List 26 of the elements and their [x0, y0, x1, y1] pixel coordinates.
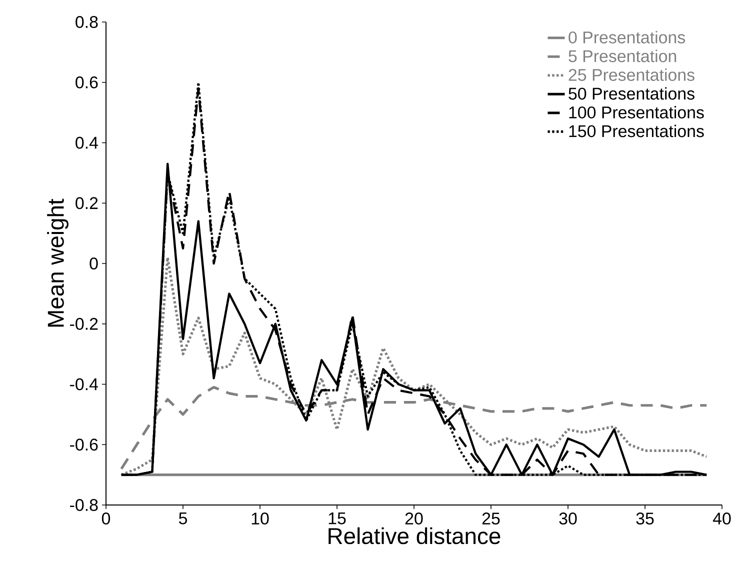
- y-tick-label: -0.2: [70, 318, 98, 330]
- y-tick-label: 0.6: [76, 76, 98, 88]
- x-tick-label: 0: [102, 512, 110, 525]
- x-tick-label: 30: [559, 512, 577, 525]
- x-axis-title: Relative distance: [328, 527, 500, 544]
- x-tick-label: 20: [405, 512, 423, 525]
- y-tick-label: -0.4: [70, 378, 98, 390]
- legend-label: 50 Presentations: [568, 87, 694, 100]
- y-tick-label: 0.8: [76, 16, 98, 28]
- y-tick-label: 0: [90, 258, 98, 270]
- legend-label: 100 Presentations: [569, 106, 704, 118]
- x-tick-label: 5: [178, 512, 187, 524]
- y-tick-label: -0.8: [70, 499, 98, 511]
- y-tick-label: 0.2: [76, 197, 98, 210]
- legend-label: 5 Presentation: [568, 50, 676, 62]
- y-axis-title: Mean weight: [47, 198, 68, 327]
- legend-label: 0 Presentations: [568, 31, 686, 44]
- legend-label: 25 Presentations: [568, 68, 694, 81]
- x-tick-label: 40: [712, 512, 731, 525]
- legend-label: 150 Presentations: [569, 124, 704, 138]
- x-tick-label: 25: [482, 512, 500, 525]
- x-tick-label: 15: [328, 512, 346, 524]
- x-tick-label: 35: [636, 512, 654, 525]
- x-tick-label: 10: [252, 512, 269, 525]
- y-tick-label: -0.6: [70, 438, 98, 451]
- y-tick-label: 0.4: [76, 136, 98, 149]
